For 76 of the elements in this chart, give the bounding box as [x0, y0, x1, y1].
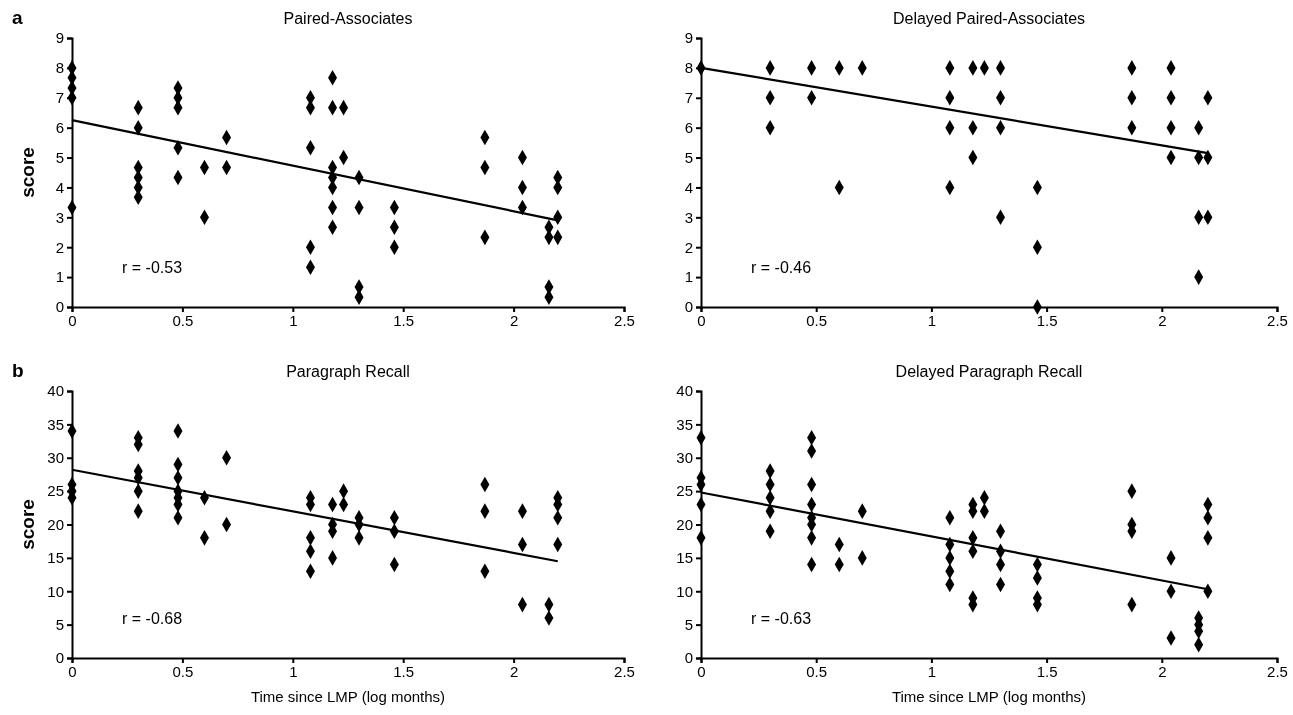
x-tick-label: 0.5	[806, 662, 828, 680]
x-axis-title: Time since LMP (log months)	[891, 688, 1087, 705]
y-tick-label: 40	[47, 382, 64, 400]
y-axis-title: score	[17, 499, 38, 550]
y-tick-label: 1	[684, 268, 693, 286]
y-tick-label: 5	[684, 615, 693, 633]
x-tick-label: 0	[68, 311, 77, 329]
y-tick-label: 9	[55, 29, 64, 47]
x-tick-label: 1.5	[393, 662, 415, 680]
y-tick-label: 1	[55, 268, 64, 286]
chart-title: Paragraph Recall	[286, 363, 410, 380]
y-tick-label: 4	[684, 178, 693, 196]
x-tick-label: 1	[289, 311, 298, 329]
y-tick-label: 15	[47, 549, 64, 567]
x-tick-label: 0	[697, 311, 706, 329]
x-tick-label: 1	[927, 311, 937, 329]
y-tick-label: 25	[47, 482, 64, 500]
y-tick-label: 8	[684, 59, 693, 77]
annotation: r = -0.68	[122, 610, 183, 627]
annotation: r = -0.63	[751, 610, 812, 627]
y-tick-label: 20	[47, 515, 64, 533]
x-tick-label: 0	[68, 662, 77, 680]
x-tick-label: 1	[289, 662, 298, 680]
y-tick-label: 3	[684, 208, 693, 226]
y-tick-label: 2	[684, 238, 693, 256]
y-tick-label: 3	[55, 208, 64, 226]
y-tick-label: 7	[684, 89, 693, 107]
x-tick-label: 0.5	[172, 311, 194, 329]
x-tick-label: 2	[509, 311, 519, 329]
y-tick-label: 5	[55, 615, 64, 633]
x-tick-label: 2	[1158, 662, 1167, 680]
y-tick-label: 25	[676, 482, 693, 500]
y-tick-label: 10	[676, 582, 693, 600]
y-tick-label: 4	[55, 178, 64, 196]
y-tick-label: 30	[676, 449, 693, 467]
y-tick-label: 2	[55, 238, 64, 256]
chart-title: Delayed Paragraph Recall	[895, 363, 1083, 380]
x-tick-label: 2	[509, 662, 519, 680]
y-tick-label: 6	[684, 118, 693, 136]
y-tick-label: 20	[676, 515, 693, 533]
chart-title: Paired-Associates	[283, 10, 413, 27]
chart-title: Delayed Paired-Associates	[892, 10, 1086, 27]
y-tick-label: 40	[676, 382, 693, 400]
x-tick-label: 0	[697, 662, 706, 680]
y-tick-label: 10	[47, 582, 64, 600]
y-tick-label: 15	[676, 549, 693, 567]
text: a	[12, 7, 23, 28]
y-tick-label: 5	[684, 148, 693, 166]
x-tick-label: 2.5	[1267, 662, 1288, 680]
x-tick-label: 1.5	[1036, 662, 1058, 680]
y-tick-label: 35	[676, 415, 693, 433]
text: b	[12, 360, 24, 381]
y-tick-label: 6	[55, 118, 64, 136]
y-tick-label: 0	[684, 298, 693, 316]
y-tick-label: 8	[55, 59, 64, 77]
y-axis-title: score	[17, 147, 38, 198]
y-tick-label: 5	[55, 148, 64, 166]
x-tick-label: 2.5	[614, 662, 635, 680]
x-tick-label: 1	[927, 662, 937, 680]
annotation: r = -0.53	[122, 259, 183, 276]
x-axis-title: Time since LMP (log months)	[250, 688, 446, 705]
y-tick-label: 35	[47, 415, 64, 433]
y-tick-label: 0	[55, 298, 64, 316]
annotation: r = -0.46	[751, 259, 812, 276]
x-tick-label: 1.5	[393, 311, 415, 329]
x-tick-label: 0.5	[806, 311, 828, 329]
x-tick-label: 1.5	[1036, 311, 1058, 329]
x-tick-label: 2	[1158, 311, 1167, 329]
y-tick-label: 9	[684, 29, 693, 47]
y-tick-label: 0	[55, 649, 64, 667]
y-tick-label: 0	[684, 649, 693, 667]
x-tick-label: 2.5	[1267, 311, 1288, 329]
x-tick-label: 0.5	[172, 662, 194, 680]
x-tick-label: 2.5	[614, 311, 635, 329]
y-tick-label: 7	[55, 89, 64, 107]
y-tick-label: 30	[47, 449, 64, 467]
